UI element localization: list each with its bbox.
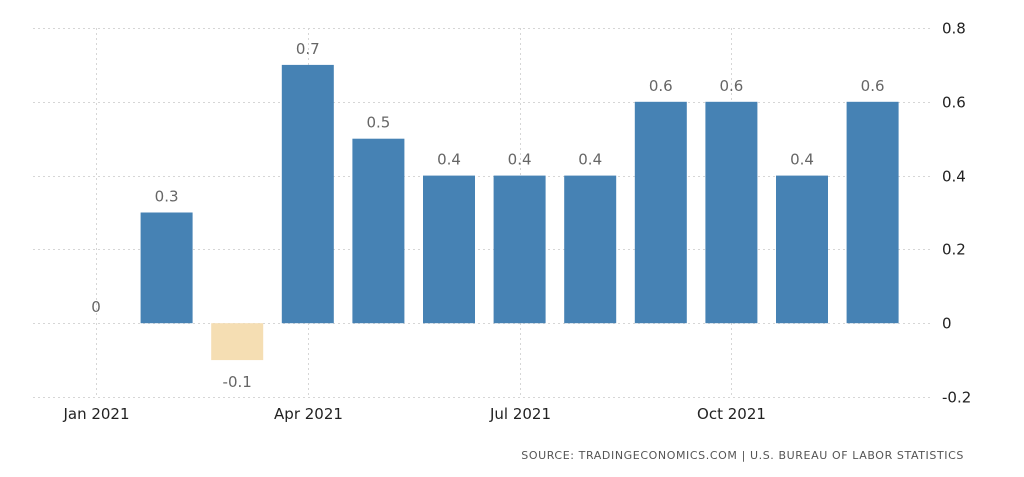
data-label: 0.6 bbox=[649, 77, 673, 95]
data-label: 0.5 bbox=[366, 114, 390, 132]
x-tick-label: Jul 2021 bbox=[489, 405, 551, 423]
bar bbox=[634, 101, 687, 324]
data-label: 0.4 bbox=[578, 151, 602, 169]
source-text: SOURCE: TRADINGECONOMICS.COM | U.S. BURE… bbox=[521, 449, 964, 462]
bar bbox=[423, 175, 475, 324]
data-label: 0.3 bbox=[155, 188, 179, 206]
bars bbox=[140, 64, 899, 361]
bar bbox=[493, 175, 546, 324]
data-label: 0.6 bbox=[861, 77, 885, 95]
data-labels: 0 0.3 -0.1 0.7 0.5 0.4 0.4 0.4 0.6 0.6 0.4 0.6 bbox=[91, 40, 884, 391]
y-tick-label: 0.2 bbox=[942, 241, 966, 259]
bar bbox=[705, 101, 758, 324]
data-label: 0 bbox=[91, 298, 101, 316]
x-axis-ticks: Jan 2021 Apr 2021 Jul 2021 Oct 2021 bbox=[62, 405, 765, 423]
bar bbox=[564, 175, 617, 324]
x-tick-label: Jan 2021 bbox=[62, 405, 129, 423]
data-label: 0.4 bbox=[437, 151, 461, 169]
data-label: 0.7 bbox=[296, 40, 320, 58]
y-tick-label: 0.6 bbox=[942, 94, 966, 112]
bar bbox=[352, 138, 405, 324]
y-tick-label: 0.8 bbox=[942, 20, 966, 38]
data-label: 0.4 bbox=[508, 151, 532, 169]
data-label: -0.1 bbox=[223, 373, 252, 391]
y-tick-label: -0.2 bbox=[942, 389, 971, 407]
x-tick-label: Oct 2021 bbox=[697, 405, 766, 423]
y-tick-label: 0.4 bbox=[942, 168, 966, 186]
bar bbox=[211, 323, 264, 361]
bar bbox=[846, 101, 899, 324]
bar bbox=[776, 175, 828, 324]
x-tick-label: Apr 2021 bbox=[274, 405, 343, 423]
data-label: 0.6 bbox=[719, 77, 743, 95]
data-label: 0.4 bbox=[790, 151, 814, 169]
y-axis-ticks: -0.2 0 0.2 0.4 0.6 0.8 bbox=[942, 20, 971, 407]
bar bbox=[140, 212, 193, 324]
y-tick-label: 0 bbox=[942, 315, 952, 333]
bar bbox=[281, 64, 334, 324]
